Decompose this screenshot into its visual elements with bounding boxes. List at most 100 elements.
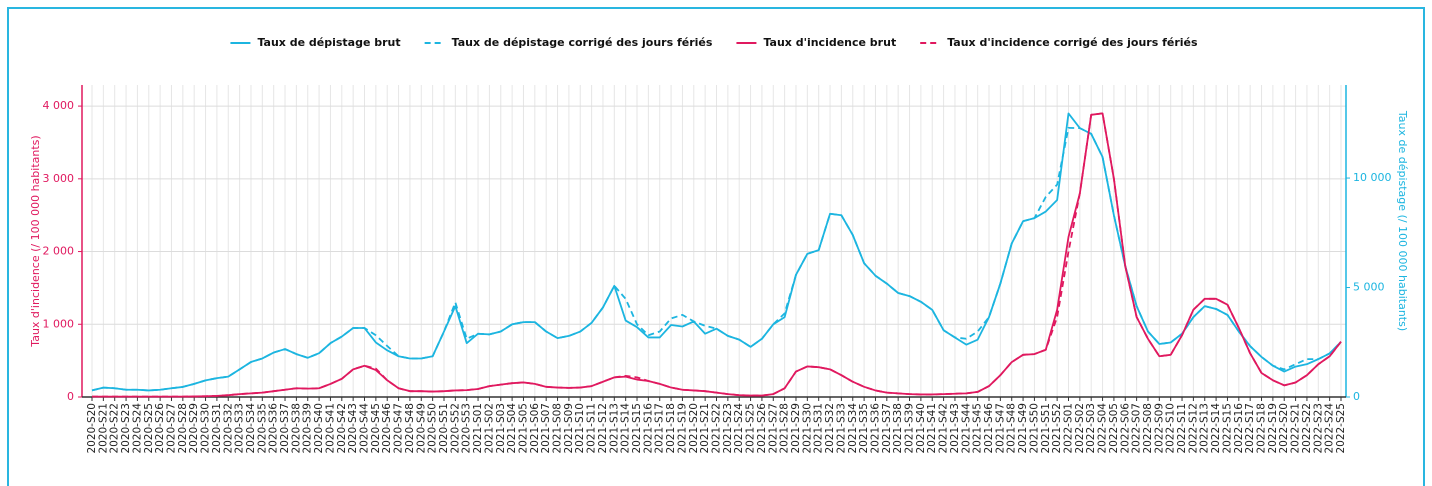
y-axis-title: Taux d'incidence (/ 100 000 habitants) bbox=[29, 135, 42, 347]
y2-tick-label: 10 000 bbox=[1353, 171, 1392, 184]
x-tick-label: 2020-S50 bbox=[427, 403, 439, 454]
y2-tick-label: 0 bbox=[1353, 390, 1360, 403]
y2-axis-title: Taux de dépistage (/ 100 000 habitants) bbox=[1396, 110, 1409, 331]
x-tick-label: 2021-S50 bbox=[1028, 403, 1040, 454]
x-tick-label: 2021-S25 bbox=[745, 403, 757, 454]
x-tick-label: 2021-S28 bbox=[779, 403, 791, 454]
x-tick-label: 2020-S52 bbox=[449, 403, 461, 454]
x-tick-label: 2021-S17 bbox=[654, 403, 666, 454]
x-tick-label: 2020-S40 bbox=[313, 403, 325, 454]
x-tick-label: 2021-S39 bbox=[904, 403, 916, 454]
x-tick-label: 2021-S16 bbox=[642, 403, 654, 454]
x-tick-label: 2021-S12 bbox=[597, 403, 609, 454]
x-tick-label: 2021-S49 bbox=[1017, 403, 1029, 454]
x-tick-label: 2020-S44 bbox=[359, 403, 371, 454]
y-tick-label: 4 000 bbox=[43, 99, 75, 112]
x-tick-label: 2021-S10 bbox=[574, 403, 586, 454]
x-tick-label: 2021-S14 bbox=[620, 403, 632, 454]
x-tick-label: 2021-S29 bbox=[790, 403, 802, 454]
x-tick-label: 2022-S18 bbox=[1256, 403, 1268, 454]
legend: Taux de dépistage brut Taux de dépistage … bbox=[230, 36, 1198, 49]
x-tick-label: 2021-S19 bbox=[676, 403, 688, 454]
x-tick-label: 2021-S08 bbox=[552, 403, 564, 454]
x-tick-label: 2021-S21 bbox=[699, 403, 711, 454]
x-tick-label: 2021-S37 bbox=[881, 403, 893, 454]
x-tick-label: 2021-S45 bbox=[972, 403, 984, 454]
x-tick-label: 2021-S46 bbox=[983, 403, 995, 454]
x-tick-label: 2020-S31 bbox=[211, 403, 223, 454]
x-tick-label: 2020-S20 bbox=[86, 403, 98, 454]
x-tick-label: 2021-S04 bbox=[506, 403, 518, 454]
x-tick-label: 2022-S25 bbox=[1335, 403, 1347, 454]
x-tick-label: 2020-S36 bbox=[268, 403, 280, 454]
x-tick-label: 2022-S02 bbox=[1074, 403, 1086, 454]
x-tick-label: 2022-S16 bbox=[1233, 403, 1245, 454]
x-tick-label: 2021-S51 bbox=[1040, 403, 1052, 454]
x-tick-label: 2020-S30 bbox=[200, 403, 212, 454]
y-tick-label: 0 bbox=[67, 390, 74, 403]
x-tick-label: 2021-S44 bbox=[960, 403, 972, 454]
x-tick-label: 2020-S39 bbox=[302, 403, 314, 454]
legend-label: Taux de dépistage corrigé des jours féri… bbox=[452, 36, 713, 49]
x-tick-label: 2020-S38 bbox=[290, 403, 302, 454]
x-tick-label: 2022-S11 bbox=[1176, 403, 1188, 454]
x-tick-label: 2020-S43 bbox=[347, 403, 359, 454]
y-tick-label: 2 000 bbox=[43, 245, 75, 258]
legend-label: Taux d'incidence corrigé des jours férié… bbox=[947, 36, 1198, 49]
x-tick-label: 2021-S43 bbox=[949, 403, 961, 454]
x-tick-label: 2020-S28 bbox=[177, 403, 189, 454]
x-tick-label: 2020-S34 bbox=[245, 403, 257, 454]
x-tick-label: 2022-S14 bbox=[1210, 403, 1222, 454]
x-tick-label: 2021-S07 bbox=[540, 403, 552, 454]
x-tick-label: 2021-S09 bbox=[563, 403, 575, 454]
x-tick-label: 2021-S15 bbox=[631, 403, 643, 454]
x-tick-label: 2022-S23 bbox=[1312, 403, 1324, 454]
x-tick-label: 2021-S42 bbox=[938, 403, 950, 454]
y-tick-label: 1 000 bbox=[43, 317, 75, 330]
x-tick-label: 2021-S11 bbox=[586, 403, 598, 454]
x-tick-label: 2021-S40 bbox=[915, 403, 927, 454]
x-tick-label: 2020-S49 bbox=[415, 403, 427, 454]
x-tick-label: 2020-S26 bbox=[154, 403, 166, 454]
x-tick-label: 2020-S47 bbox=[393, 403, 405, 454]
x-tick-label: 2022-S12 bbox=[1187, 403, 1199, 454]
x-tick-label: 2022-S13 bbox=[1199, 403, 1211, 454]
x-tick-label: 2020-S35 bbox=[256, 403, 268, 454]
x-tick-label: 2020-S51 bbox=[438, 403, 450, 454]
x-tick-label: 2021-S32 bbox=[824, 403, 836, 454]
x-tick-label: 2022-S05 bbox=[1108, 403, 1120, 454]
x-tick-label: 2022-S09 bbox=[1153, 403, 1165, 454]
x-tick-label: 2020-S27 bbox=[165, 403, 177, 454]
x-tick-label: 2021-S26 bbox=[756, 403, 768, 454]
x-tick-label: 2021-S23 bbox=[722, 403, 734, 454]
x-tick-label: 2021-S52 bbox=[1051, 403, 1063, 454]
x-tick-label: 2020-S46 bbox=[381, 403, 393, 454]
x-tick-label: 2022-S06 bbox=[1119, 403, 1131, 454]
x-tick-label: 2021-S06 bbox=[529, 403, 541, 454]
x-tick-label: 2022-S10 bbox=[1165, 403, 1177, 454]
x-tick-label: 2021-S35 bbox=[858, 403, 870, 454]
x-tick-label: 2020-S25 bbox=[143, 403, 155, 454]
x-tick-label: 2020-S45 bbox=[370, 403, 382, 454]
x-tick-label: 2022-S20 bbox=[1278, 403, 1290, 454]
x-tick-label: 2021-S27 bbox=[767, 403, 779, 454]
x-tick-label: 2022-S03 bbox=[1085, 403, 1097, 454]
legend-label: Taux de dépistage brut bbox=[257, 36, 400, 49]
x-tick-label: 2021-S24 bbox=[733, 403, 745, 454]
legend-label: Taux d'incidence brut bbox=[763, 36, 896, 49]
x-tick-label: 2020-S48 bbox=[404, 403, 416, 454]
x-tick-label: 2022-S04 bbox=[1097, 403, 1109, 454]
x-tick-label: 2022-S24 bbox=[1324, 403, 1336, 454]
x-tick-label: 2021-S02 bbox=[483, 403, 495, 454]
x-tick-label: 2021-S18 bbox=[665, 403, 677, 454]
x-tick-label: 2021-S05 bbox=[517, 403, 529, 454]
series-line bbox=[91, 112, 1342, 392]
x-tick-label: 2020-S21 bbox=[97, 403, 109, 454]
x-tick-label: 2021-S20 bbox=[688, 403, 700, 454]
x-tick-label: 2022-S21 bbox=[1290, 403, 1302, 454]
x-tick-label: 2020-S24 bbox=[131, 403, 143, 454]
x-tick-label: 2022-S19 bbox=[1267, 403, 1279, 454]
series-line bbox=[92, 112, 1342, 398]
x-tick-label: 2022-S08 bbox=[1142, 403, 1154, 454]
y2-tick-label: 5 000 bbox=[1353, 281, 1385, 294]
